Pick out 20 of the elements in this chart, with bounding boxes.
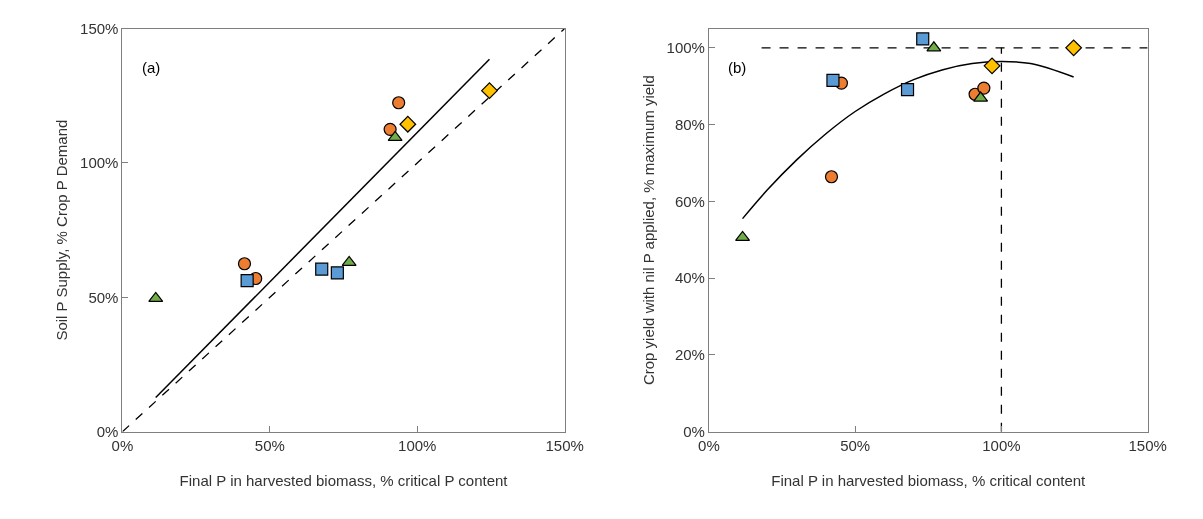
y-tick-label: 40% — [674, 269, 705, 287]
y-tick-label: 60% — [674, 192, 705, 210]
x-tick-label: 100% — [398, 436, 437, 454]
y-tick-label: 150% — [80, 19, 119, 37]
y-tick-label: 100% — [80, 154, 119, 172]
x-tick-label: 150% — [1128, 436, 1167, 454]
annotation: (a) — [142, 59, 161, 76]
y-tick-label: 80% — [674, 115, 705, 133]
y-tick-label: 50% — [88, 288, 119, 306]
x-tick-label: 50% — [840, 436, 871, 454]
x-axis-title: Final P in harvested biomass, % critical P content — [179, 471, 509, 489]
x-tick-label: 150% — [545, 436, 584, 454]
y-axis-title: Crop yield with nil P applied, % maximum yield — [639, 75, 657, 386]
y-axis-title: Soil P Supply, % Crop P Demand — [53, 119, 71, 341]
x-axis-title: Final P in harvested biomass, % critical content — [771, 471, 1087, 489]
annotation: (b) — [728, 59, 747, 76]
y-tick-label: 20% — [674, 346, 705, 364]
x-tick-label: 50% — [254, 436, 285, 454]
y-tick-label: 100% — [666, 39, 705, 57]
x-tick-label: 100% — [982, 436, 1021, 454]
